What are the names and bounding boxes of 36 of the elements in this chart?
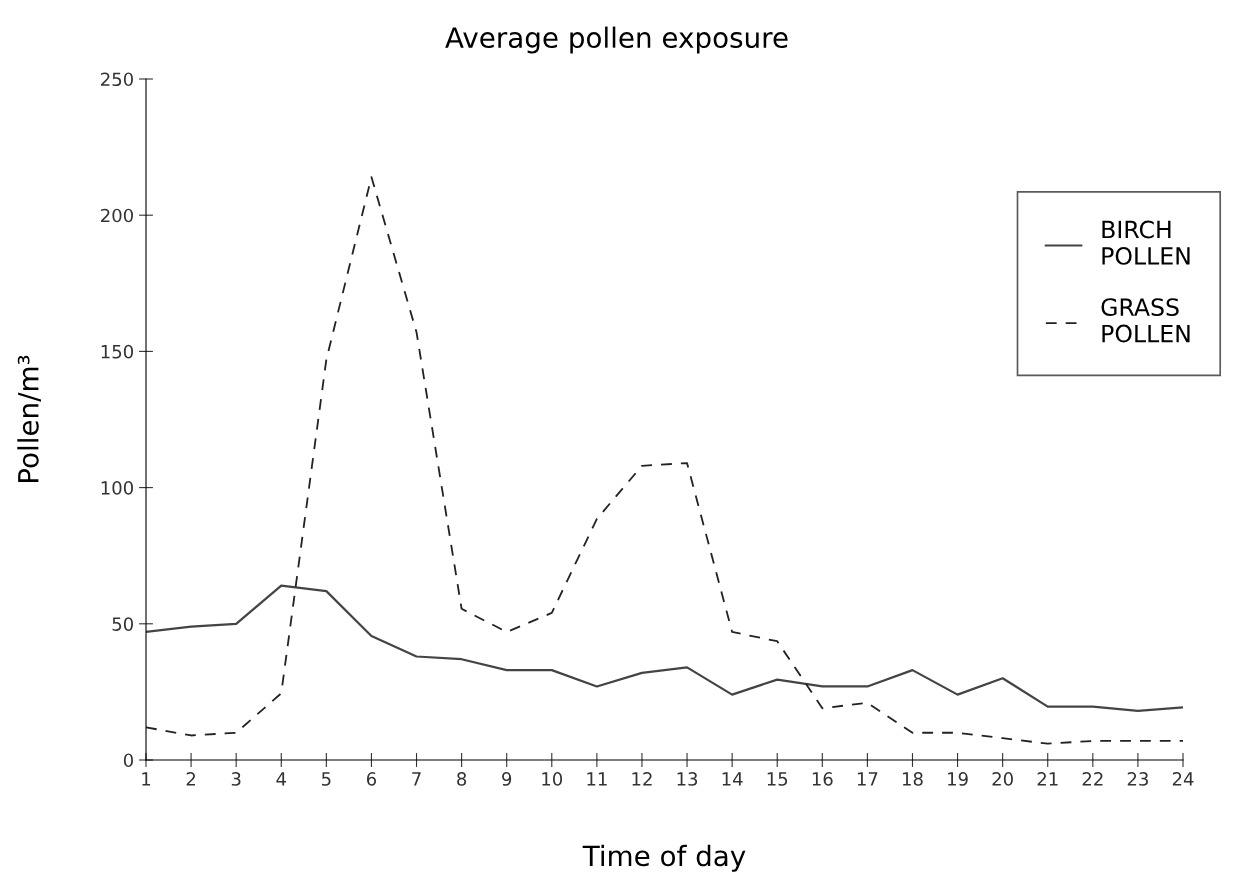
y-tick-label: 150 (101, 344, 133, 359)
x-tick-label: 19 (948, 772, 968, 786)
y-tick-label: 50 (112, 617, 133, 631)
x-tick-label: 4 (276, 772, 286, 786)
x-tick-label: 17 (857, 772, 878, 786)
x-tick-label: 15 (767, 772, 788, 786)
x-tick-label: 9 (502, 772, 512, 786)
x-tick-label: 5 (322, 772, 331, 786)
chart-title: Average pollen exposure (445, 26, 788, 54)
x-tick-label: 10 (542, 772, 563, 786)
x-tick-label: 20 (992, 772, 1013, 786)
x-tick-label: 23 (1127, 772, 1148, 786)
x-tick-label: 12 (632, 772, 652, 786)
y-tick-label: 0 (123, 753, 133, 768)
line-series (146, 584, 1183, 713)
legend-label: GRASS POLLEN (1101, 298, 1190, 343)
x-tick-label: 13 (677, 772, 698, 786)
x-tick-label: 24 (1172, 772, 1194, 786)
x-axis-title: Time of day (582, 844, 746, 872)
x-tick-label: 14 (722, 772, 743, 786)
y-tick-label: 200 (101, 208, 133, 223)
y-tick-label: 250 (101, 72, 133, 87)
x-tick-label: 8 (457, 772, 467, 786)
y-axis-title: Pollen/m³ (17, 355, 41, 482)
x-tick-label: 18 (902, 772, 923, 786)
x-tick-label: 16 (812, 772, 833, 786)
x-tick-label: 3 (231, 772, 241, 786)
x-tick-label: 21 (1037, 772, 1058, 786)
x-tick-label: 22 (1082, 772, 1103, 786)
legend-label: BIRCH POLLEN (1102, 220, 1190, 265)
x-tick-label: 7 (412, 772, 421, 786)
x-tick-label: 2 (186, 772, 196, 786)
x-tick-label: 6 (366, 772, 377, 786)
x-tick-label: 1 (142, 772, 151, 786)
y-tick-label: 100 (101, 481, 133, 495)
x-tick-label: 11 (587, 772, 607, 786)
